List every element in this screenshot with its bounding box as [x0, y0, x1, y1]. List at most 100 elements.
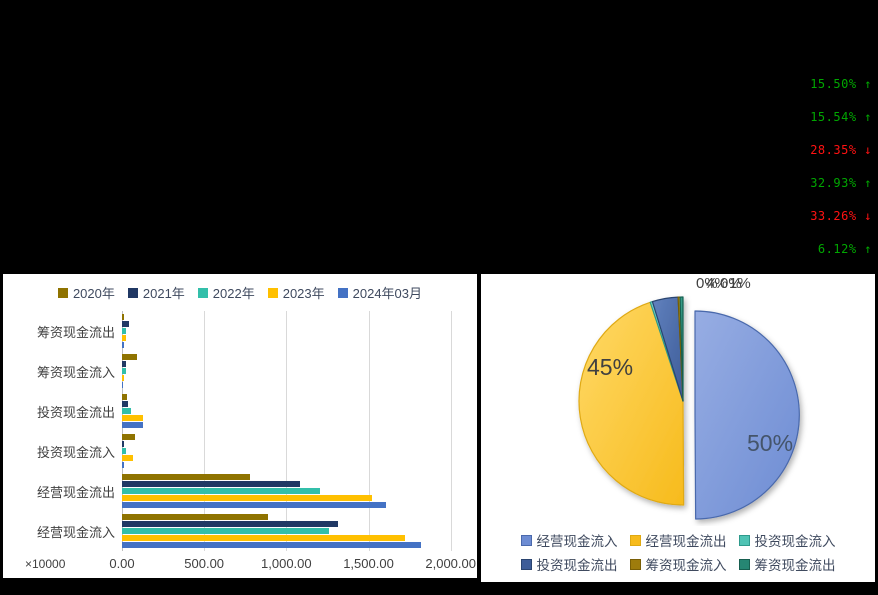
legend-swatch-icon — [520, 534, 532, 546]
legend-swatch-icon — [127, 287, 138, 298]
bar-category-row: 筹资现金流入 — [3, 351, 477, 391]
pie-legend-label: 投资现金流出 — [536, 558, 618, 573]
x-tick-label: 2,000.00 — [425, 556, 476, 571]
x-tick-label: 1,500.00 — [343, 556, 394, 571]
x-tick-label: 0.00 — [109, 556, 135, 571]
bar-category-row: 筹资现金流出 — [3, 311, 477, 351]
pie-legend-item-3: 投资现金流出 — [520, 554, 618, 574]
bar-legend-item-0: 2020年 — [57, 283, 115, 302]
pie-chart: 50% 45% 0% 4% 0% 1% — [481, 274, 875, 526]
pie-slice-0 — [694, 310, 800, 520]
bar-chart-legend: 2020年 2021年 2022年 2023年 2024年03月 — [3, 274, 477, 302]
bar-2021年 — [122, 361, 126, 367]
legend-swatch-icon — [337, 287, 348, 298]
bar-legend-label: 2020年 — [72, 286, 115, 301]
stat-row-3: 32.93% ↑ — [810, 176, 872, 190]
y-axis-line — [122, 311, 123, 551]
axis-unit-multiplier: ×10000 — [25, 557, 66, 571]
bar-2024年03月 — [122, 542, 421, 548]
bar-2024年03月 — [122, 422, 143, 428]
bar-legend-item-4: 2024年03月 — [337, 283, 423, 302]
bar-legend-label: 2024年03月 — [352, 286, 423, 301]
legend-swatch-icon — [629, 534, 641, 546]
bar-category-row: 投资现金流入 — [3, 431, 477, 471]
pie-legend-label: 投资现金流入 — [754, 534, 836, 549]
bar-2022年 — [122, 328, 127, 334]
gridline-3 — [368, 311, 370, 551]
bar-chart-panel: 2020年 2021年 2022年 2023年 2024年03月 筹资现金流出筹资现金流… — [3, 274, 477, 578]
pie-legend-item-5: 筹资现金流出 — [738, 554, 836, 574]
pie-chart-legend: 经营现金流入 经营现金流出 投资现金流入投资现金流出 筹资现金流入 筹资现金流出 — [481, 526, 875, 574]
bar-group — [122, 351, 463, 391]
bar-2022年 — [122, 488, 320, 494]
legend-swatch-icon — [738, 534, 750, 546]
stat-row-5: 6.12% ↑ — [817, 242, 872, 256]
pie-legend-item-1: 经营现金流出 — [629, 530, 727, 550]
bar-category-label: 筹资现金流入 — [36, 364, 115, 380]
bar-category-row: 经营现金流出 — [3, 471, 477, 511]
stat-row-1: 15.54% ↑ — [810, 110, 872, 124]
bar-2021年 — [122, 521, 339, 527]
pie-pct-label-0: 50% — [747, 430, 794, 456]
bar-2020年 — [122, 474, 250, 480]
bar-2024年03月 — [122, 342, 125, 348]
bar-2023年 — [122, 455, 133, 461]
legend-swatch-icon — [520, 558, 532, 570]
pie-pct-label-2: 0% — [696, 275, 718, 292]
pie-legend-item-0: 经营现金流入 — [520, 530, 618, 550]
pie-pct-label-3: 4% — [706, 275, 728, 292]
pie-pct-label-4: 0% — [720, 275, 742, 292]
bar-group — [122, 391, 463, 431]
bar-category-label: 经营现金流出 — [36, 484, 115, 500]
stat-row-4: 33.26% ↓ — [810, 209, 872, 223]
bar-chart-plot: 筹资现金流出 筹资现金流入 投资现金流出 投资现金流入 经营现金流出 经营现金流入 — [3, 311, 477, 551]
gridline-2 — [286, 311, 288, 551]
bar-chart-rows: 筹资现金流出 筹资现金流入 投资现金流出 投资现金流入 经营现金流出 经营现金流入 — [3, 311, 477, 551]
bar-2023年 — [122, 415, 144, 421]
bar-group — [122, 311, 463, 351]
gridline-1 — [204, 311, 206, 551]
stat-row-2: 28.35% ↓ — [810, 143, 872, 157]
bar-legend-label: 2022年 — [212, 286, 255, 301]
bar-2023年 — [122, 375, 124, 381]
legend-swatch-icon — [57, 287, 68, 298]
bar-2023年 — [122, 495, 373, 501]
bar-2022年 — [122, 528, 329, 534]
bar-legend-label: 2023年 — [282, 286, 325, 301]
bar-2022年 — [122, 368, 127, 374]
bar-2024年03月 — [122, 462, 124, 468]
bar-2020年 — [122, 354, 137, 360]
gridline-4 — [450, 311, 452, 551]
bar-group — [122, 431, 463, 471]
pie-legend-label: 经营现金流出 — [645, 534, 727, 549]
pie-svg — [578, 296, 800, 520]
pie-legend-item-2: 投资现金流入 — [738, 530, 836, 550]
stat-row-0: 15.50% ↑ — [810, 77, 872, 91]
bar-2024年03月 — [122, 382, 124, 388]
bar-2021年 — [122, 441, 124, 447]
x-tick-label: 500.00 — [184, 556, 225, 571]
pie-legend-item-4: 筹资现金流入 — [629, 554, 727, 574]
pie-slice-5 — [679, 296, 684, 402]
legend-swatch-icon — [267, 287, 278, 298]
x-axis: ×10000 0.00 500.00 1,000.00 1,500.00 2,000.0… — [25, 556, 476, 574]
bar-2023年 — [122, 535, 405, 541]
bar-category-label: 投资现金流入 — [36, 444, 115, 460]
bar-2021年 — [122, 481, 301, 487]
pie-slice-1 — [578, 301, 685, 506]
bar-2020年 — [122, 314, 125, 320]
bar-legend-item-3: 2023年 — [267, 283, 325, 302]
bar-2021年 — [122, 321, 129, 327]
bar-group — [122, 471, 463, 511]
bar-2023年 — [122, 335, 127, 341]
bar-legend-item-1: 2021年 — [127, 283, 185, 302]
pie-legend-label: 筹资现金流入 — [645, 558, 727, 573]
legend-swatch-icon — [629, 558, 641, 570]
bar-legend-item-2: 2022年 — [197, 283, 255, 302]
pie-legend-label: 筹资现金流出 — [754, 558, 836, 573]
bar-legend-label: 2021年 — [142, 286, 185, 301]
bar-group — [122, 511, 463, 551]
legend-swatch-icon — [738, 558, 750, 570]
x-tick-label: 1,000.00 — [261, 556, 312, 571]
